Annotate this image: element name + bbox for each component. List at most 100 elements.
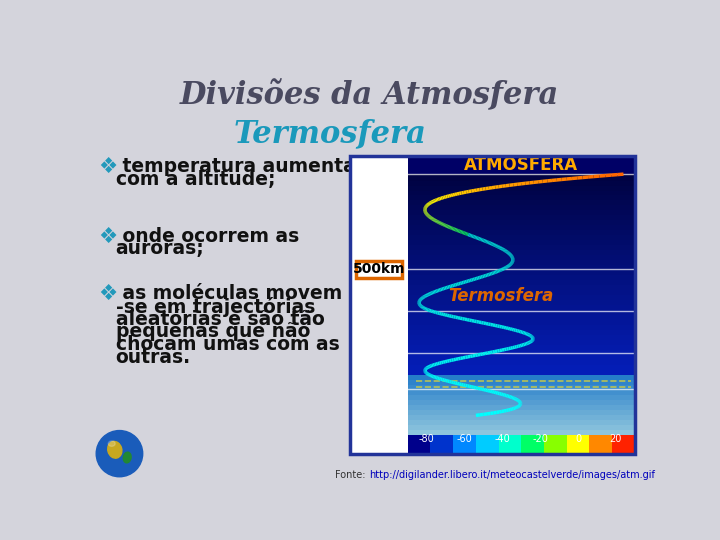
Bar: [408, 156, 635, 161]
Text: 500km: 500km: [353, 262, 405, 276]
Text: auroras;: auroras;: [116, 239, 204, 258]
Bar: [408, 360, 635, 366]
Bar: [408, 370, 635, 375]
Bar: [408, 404, 635, 410]
Bar: [408, 435, 635, 440]
Bar: [408, 156, 635, 455]
Bar: [408, 395, 635, 401]
Text: ❖: ❖: [98, 284, 117, 304]
Bar: [453, 435, 477, 455]
Bar: [408, 420, 635, 426]
Bar: [408, 160, 635, 166]
Bar: [408, 211, 635, 216]
Bar: [408, 424, 635, 430]
Bar: [476, 435, 500, 455]
Bar: [408, 186, 635, 191]
Bar: [408, 265, 635, 271]
Bar: [408, 275, 635, 281]
Bar: [408, 384, 635, 390]
Text: pequenas que não: pequenas que não: [116, 322, 310, 341]
Bar: [408, 200, 635, 206]
Text: temperatura aumenta: temperatura aumenta: [116, 157, 356, 176]
Bar: [408, 250, 635, 256]
Bar: [431, 435, 454, 455]
Bar: [590, 435, 613, 455]
Bar: [408, 400, 635, 406]
Bar: [408, 255, 635, 261]
Ellipse shape: [108, 441, 115, 447]
Bar: [408, 435, 431, 455]
Bar: [612, 435, 636, 455]
Text: com a altitude;: com a altitude;: [116, 170, 275, 189]
Text: chocam umas com as: chocam umas com as: [116, 335, 339, 354]
Bar: [408, 285, 635, 291]
Bar: [408, 320, 635, 326]
Bar: [408, 235, 635, 241]
Circle shape: [96, 430, 143, 477]
Bar: [408, 390, 635, 395]
Bar: [408, 191, 635, 196]
Text: ❖: ❖: [98, 157, 117, 177]
Bar: [408, 166, 635, 171]
FancyBboxPatch shape: [356, 261, 402, 278]
Bar: [350, 156, 635, 455]
Bar: [408, 295, 635, 301]
Bar: [408, 355, 635, 361]
Bar: [408, 330, 635, 336]
Text: ❖: ❖: [98, 226, 117, 246]
Ellipse shape: [123, 452, 131, 463]
Text: Divisões da Atmosfera: Divisões da Atmosfera: [179, 80, 559, 111]
Bar: [408, 305, 635, 311]
Bar: [408, 310, 635, 316]
Bar: [408, 415, 635, 420]
Bar: [408, 171, 635, 177]
Text: -80: -80: [419, 434, 435, 444]
Bar: [498, 435, 522, 455]
Bar: [408, 280, 635, 286]
Bar: [408, 220, 635, 226]
Text: Termosfera: Termosfera: [449, 287, 554, 305]
Bar: [408, 225, 635, 231]
Bar: [408, 231, 635, 236]
Bar: [408, 340, 635, 346]
Bar: [408, 449, 635, 455]
Bar: [408, 205, 635, 211]
Bar: [408, 290, 635, 296]
Text: -se em trajectórias: -se em trajectórias: [116, 297, 315, 317]
Bar: [408, 315, 635, 321]
Bar: [544, 435, 567, 455]
Bar: [521, 435, 545, 455]
Text: -60: -60: [456, 434, 472, 444]
Bar: [408, 176, 635, 181]
Bar: [408, 345, 635, 350]
Bar: [408, 325, 635, 330]
Bar: [408, 440, 635, 445]
Bar: [408, 375, 635, 381]
Text: Fonte:: Fonte:: [336, 470, 369, 480]
Text: -20: -20: [532, 434, 548, 444]
Bar: [408, 260, 635, 266]
Text: aleatórias e são tão: aleatórias e são tão: [116, 309, 324, 329]
Bar: [408, 215, 635, 221]
Bar: [350, 156, 408, 455]
Bar: [408, 444, 635, 450]
Bar: [408, 365, 635, 370]
Bar: [408, 380, 635, 386]
Bar: [408, 429, 635, 435]
Bar: [408, 240, 635, 246]
Text: as moléculas movem: as moléculas movem: [116, 284, 342, 303]
Bar: [408, 180, 635, 186]
Bar: [567, 435, 590, 455]
Ellipse shape: [108, 441, 122, 458]
Text: Termosfera: Termosfera: [234, 119, 427, 150]
Bar: [408, 270, 635, 276]
Text: outras.: outras.: [116, 348, 191, 367]
Bar: [408, 410, 635, 415]
Text: ATMOSFERA: ATMOSFERA: [464, 156, 578, 174]
Bar: [408, 195, 635, 201]
Bar: [408, 245, 635, 251]
Bar: [408, 300, 635, 306]
Bar: [408, 156, 635, 174]
Text: 20: 20: [610, 434, 622, 444]
Text: http://digilander.libero.it/meteocastelverde/images/atm.gif: http://digilander.libero.it/meteocastelv…: [369, 470, 655, 480]
